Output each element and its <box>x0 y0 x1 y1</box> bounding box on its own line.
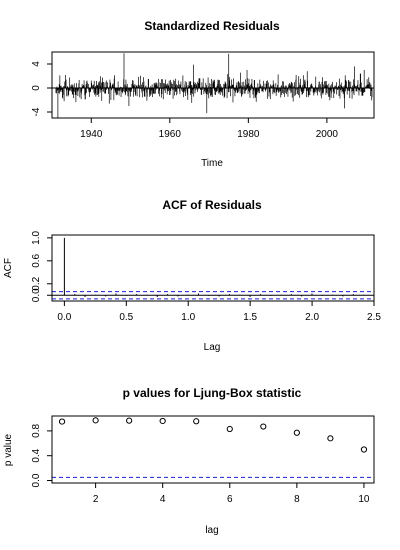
ljung-box-y-tick-label: 0.4 <box>31 448 42 462</box>
ljung-box-point <box>260 423 267 430</box>
ljung-box-point <box>193 418 200 425</box>
ljung-box-x-label: lag <box>205 525 218 536</box>
acf-y-tick-label: 0.2 <box>31 276 42 290</box>
residuals-x-axis: 1940 1960 1980 2000 <box>80 118 338 140</box>
ljung-box-point <box>327 435 334 442</box>
acf-x-tick-label: 1.0 <box>181 312 195 323</box>
residuals-y-tick-label: -4 <box>31 107 42 116</box>
ljung-box-x-tick-label: 10 <box>358 494 370 505</box>
residuals-y-tick-label: 0 <box>31 85 42 91</box>
ljung-box-y-tick-label: 0.8 <box>31 424 42 438</box>
residuals-x-tick-label: 1980 <box>237 129 260 140</box>
ljung-box-point <box>360 446 368 453</box>
residuals-series <box>52 53 374 118</box>
ljung-box-x-axis: 2 4 6 8 10 <box>93 483 370 505</box>
acf-y-axis: 0.00.2 0.6 1.0 <box>31 230 53 302</box>
ljung-box-point <box>126 417 133 424</box>
acf-x-tick-label: 2.5 <box>367 312 381 323</box>
acf-y-tick-label: 0.6 <box>31 253 42 267</box>
acf-x-tick-label: 0.0 <box>57 312 71 323</box>
ljung-box-plot-frame <box>51 415 375 484</box>
acf-bars <box>52 237 374 300</box>
residuals-x-tick-label: 2000 <box>316 129 339 140</box>
ljung-box-point <box>92 417 99 424</box>
residuals-y-tick-label: 4 <box>31 61 42 67</box>
ljung-box-points <box>52 417 374 478</box>
residuals-x-tick-label: 1960 <box>159 129 182 140</box>
acf-panel: ACF of Residuals 0.0 0.5 1.0 1.5 2.0 2.5 0.00… <box>3 198 381 353</box>
ljung-box-point <box>159 417 166 425</box>
ljung-box-title: p values for Ljung-Box statistic <box>123 386 302 400</box>
residuals-y-axis: -4 0 4 <box>31 61 53 116</box>
acf-x-axis: 0.0 0.5 1.0 1.5 2.0 2.5 <box>57 301 381 323</box>
ljung-box-y-label: p value <box>3 433 14 466</box>
acf-x-label: Lag <box>204 342 221 353</box>
residuals-panel: Standardized Residuals 1940 1960 1980 2000 … <box>31 19 375 169</box>
ljung-box-panel: p values for Ljung-Box statistic 2 4 6 8 10 … <box>3 386 375 536</box>
residuals-x-label: Time <box>201 158 223 169</box>
residuals-x-tick-label: 1940 <box>80 129 103 140</box>
acf-y-tick-label: 1.0 <box>31 230 42 244</box>
residuals-title: Standardized Residuals <box>144 19 280 33</box>
ljung-box-x-tick-label: 4 <box>160 494 166 505</box>
acf-y-tick-label: 0.0 <box>31 288 42 302</box>
ljung-box-y-axis: 0.0 0.4 0.8 <box>31 424 53 487</box>
ljung-box-point <box>293 429 300 436</box>
acf-x-tick-label: 2.0 <box>305 312 319 323</box>
acf-title: ACF of Residuals <box>162 198 262 212</box>
acf-y-label: ACF <box>3 258 14 278</box>
acf-x-tick-label: 1.5 <box>243 312 257 323</box>
ljung-box-point <box>226 425 233 433</box>
ljung-box-x-tick-label: 6 <box>227 494 233 505</box>
acf-x-tick-label: 0.5 <box>119 312 133 323</box>
ljung-box-y-tick-label: 0.0 <box>31 473 42 487</box>
ljung-box-x-tick-label: 8 <box>294 494 300 505</box>
ljung-box-point <box>58 418 66 425</box>
ljung-box-x-tick-label: 2 <box>93 494 99 505</box>
